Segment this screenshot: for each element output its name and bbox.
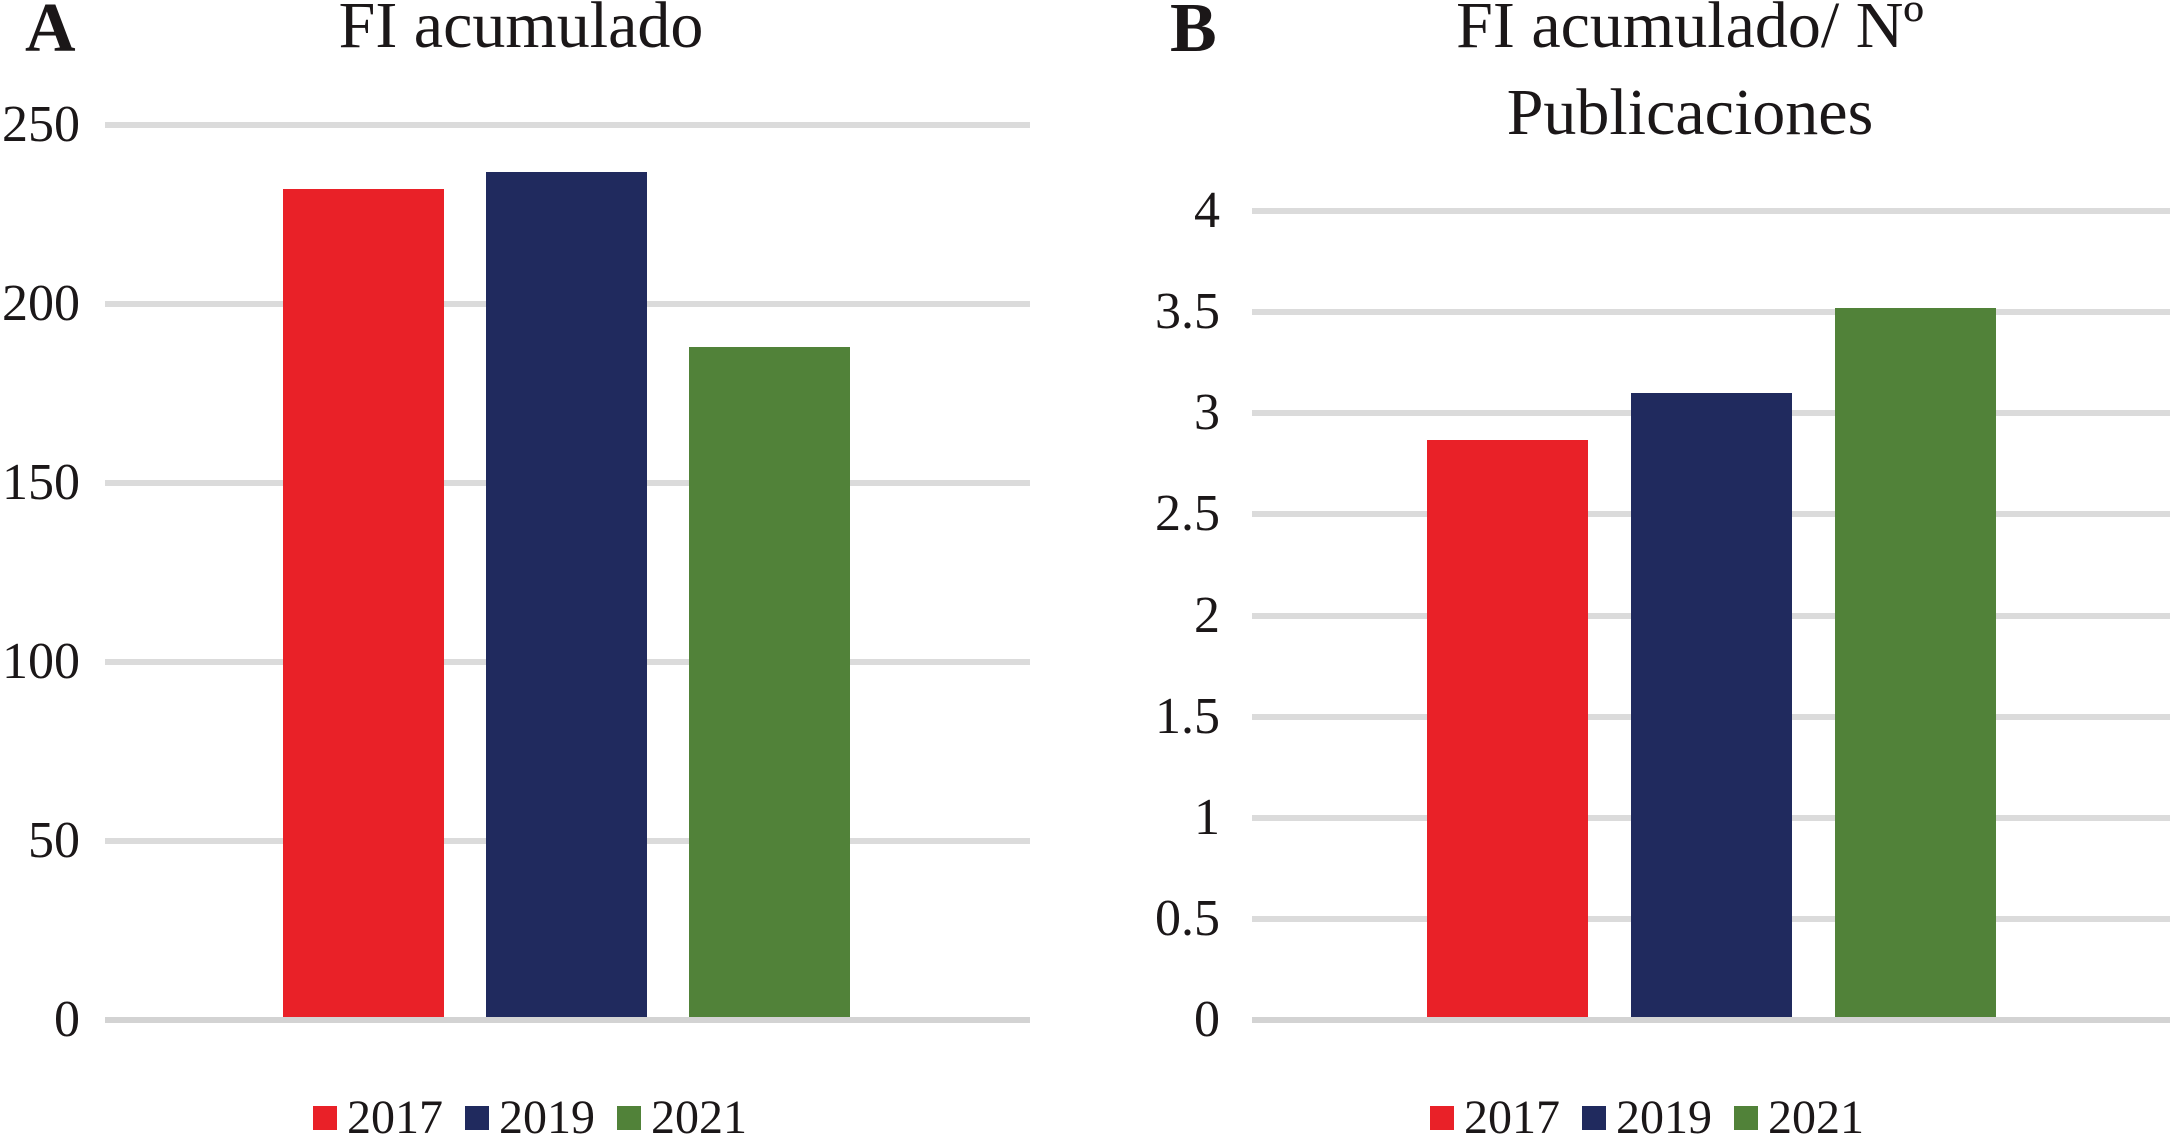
bar-2019 [486, 171, 647, 1017]
y-tick-label-2.5: 2.5 [1155, 485, 1220, 543]
gridline-250 [105, 122, 1030, 128]
y-tick-label-3: 3 [1194, 384, 1220, 442]
bar-2021 [1835, 308, 1996, 1017]
legend-swatch-2021 [1734, 1106, 1758, 1130]
panel-a-title: FI acumulado [338, 0, 704, 62]
legend-swatch-2017 [1430, 1106, 1454, 1130]
y-tick-label-100: 100 [2, 633, 80, 690]
y-tick-label-3.5: 3.5 [1155, 283, 1220, 341]
panel-a-label: A [25, 0, 76, 67]
y-tick-label-150: 150 [2, 454, 80, 511]
y-tick-label-0: 0 [1194, 991, 1220, 1048]
bar-2017 [283, 189, 444, 1017]
y-tick-label-0: 0 [54, 991, 80, 1048]
legend-item-2021: 2021 [617, 1092, 747, 1144]
panel-b-title: FI acumulado/ Nº Publicaciones [1252, 0, 2128, 156]
panel-b-title-line2: Publicaciones [1506, 76, 1874, 149]
legend-swatch-2019 [1582, 1106, 1606, 1130]
legend-item-2019: 2019 [465, 1092, 595, 1144]
gridline-3.5 [1252, 309, 2170, 316]
gridline-4 [1252, 208, 2170, 214]
legend-swatch-2017 [313, 1106, 337, 1130]
legend-label-2017: 2017 [1464, 1091, 1560, 1144]
bar-2017 [1427, 439, 1588, 1017]
y-tick-label-50: 50 [28, 812, 80, 869]
legend-label-2017: 2017 [347, 1091, 443, 1144]
legend-item-2017: 2017 [1430, 1092, 1560, 1144]
y-tick-label-200: 200 [2, 275, 80, 332]
legend-swatch-2019 [465, 1106, 489, 1130]
y-tick-label-4: 4 [1194, 182, 1220, 239]
panel-a-legend: 2017 2019 2021 [80, 1092, 980, 1144]
gridline-0 [105, 1017, 1030, 1023]
y-tick-label-0.5: 0.5 [1155, 889, 1220, 947]
y-tick-label-2: 2 [1194, 586, 1220, 644]
legend-label-2019: 2019 [1616, 1091, 1712, 1144]
panel-b-legend: 2017 2019 2021 [1197, 1092, 2097, 1144]
legend-item-2021: 2021 [1734, 1092, 1864, 1144]
legend-item-2019: 2019 [1582, 1092, 1712, 1144]
y-tick-label-1.5: 1.5 [1155, 687, 1220, 745]
gridline-0 [1252, 1017, 2170, 1023]
legend-item-2017: 2017 [313, 1092, 443, 1144]
legend-label-2019: 2019 [499, 1091, 595, 1144]
y-tick-label-250: 250 [2, 96, 80, 153]
legend-label-2021: 2021 [651, 1091, 747, 1144]
y-tick-label-1: 1 [1194, 788, 1220, 846]
panel-b-label: B [1170, 0, 1217, 67]
legend-label-2021: 2021 [1768, 1091, 1864, 1144]
panel-b-title-line1: FI acumulado/ Nº [1456, 0, 1924, 62]
bar-2021 [689, 346, 850, 1017]
legend-swatch-2021 [617, 1106, 641, 1130]
bar-2019 [1631, 393, 1792, 1017]
